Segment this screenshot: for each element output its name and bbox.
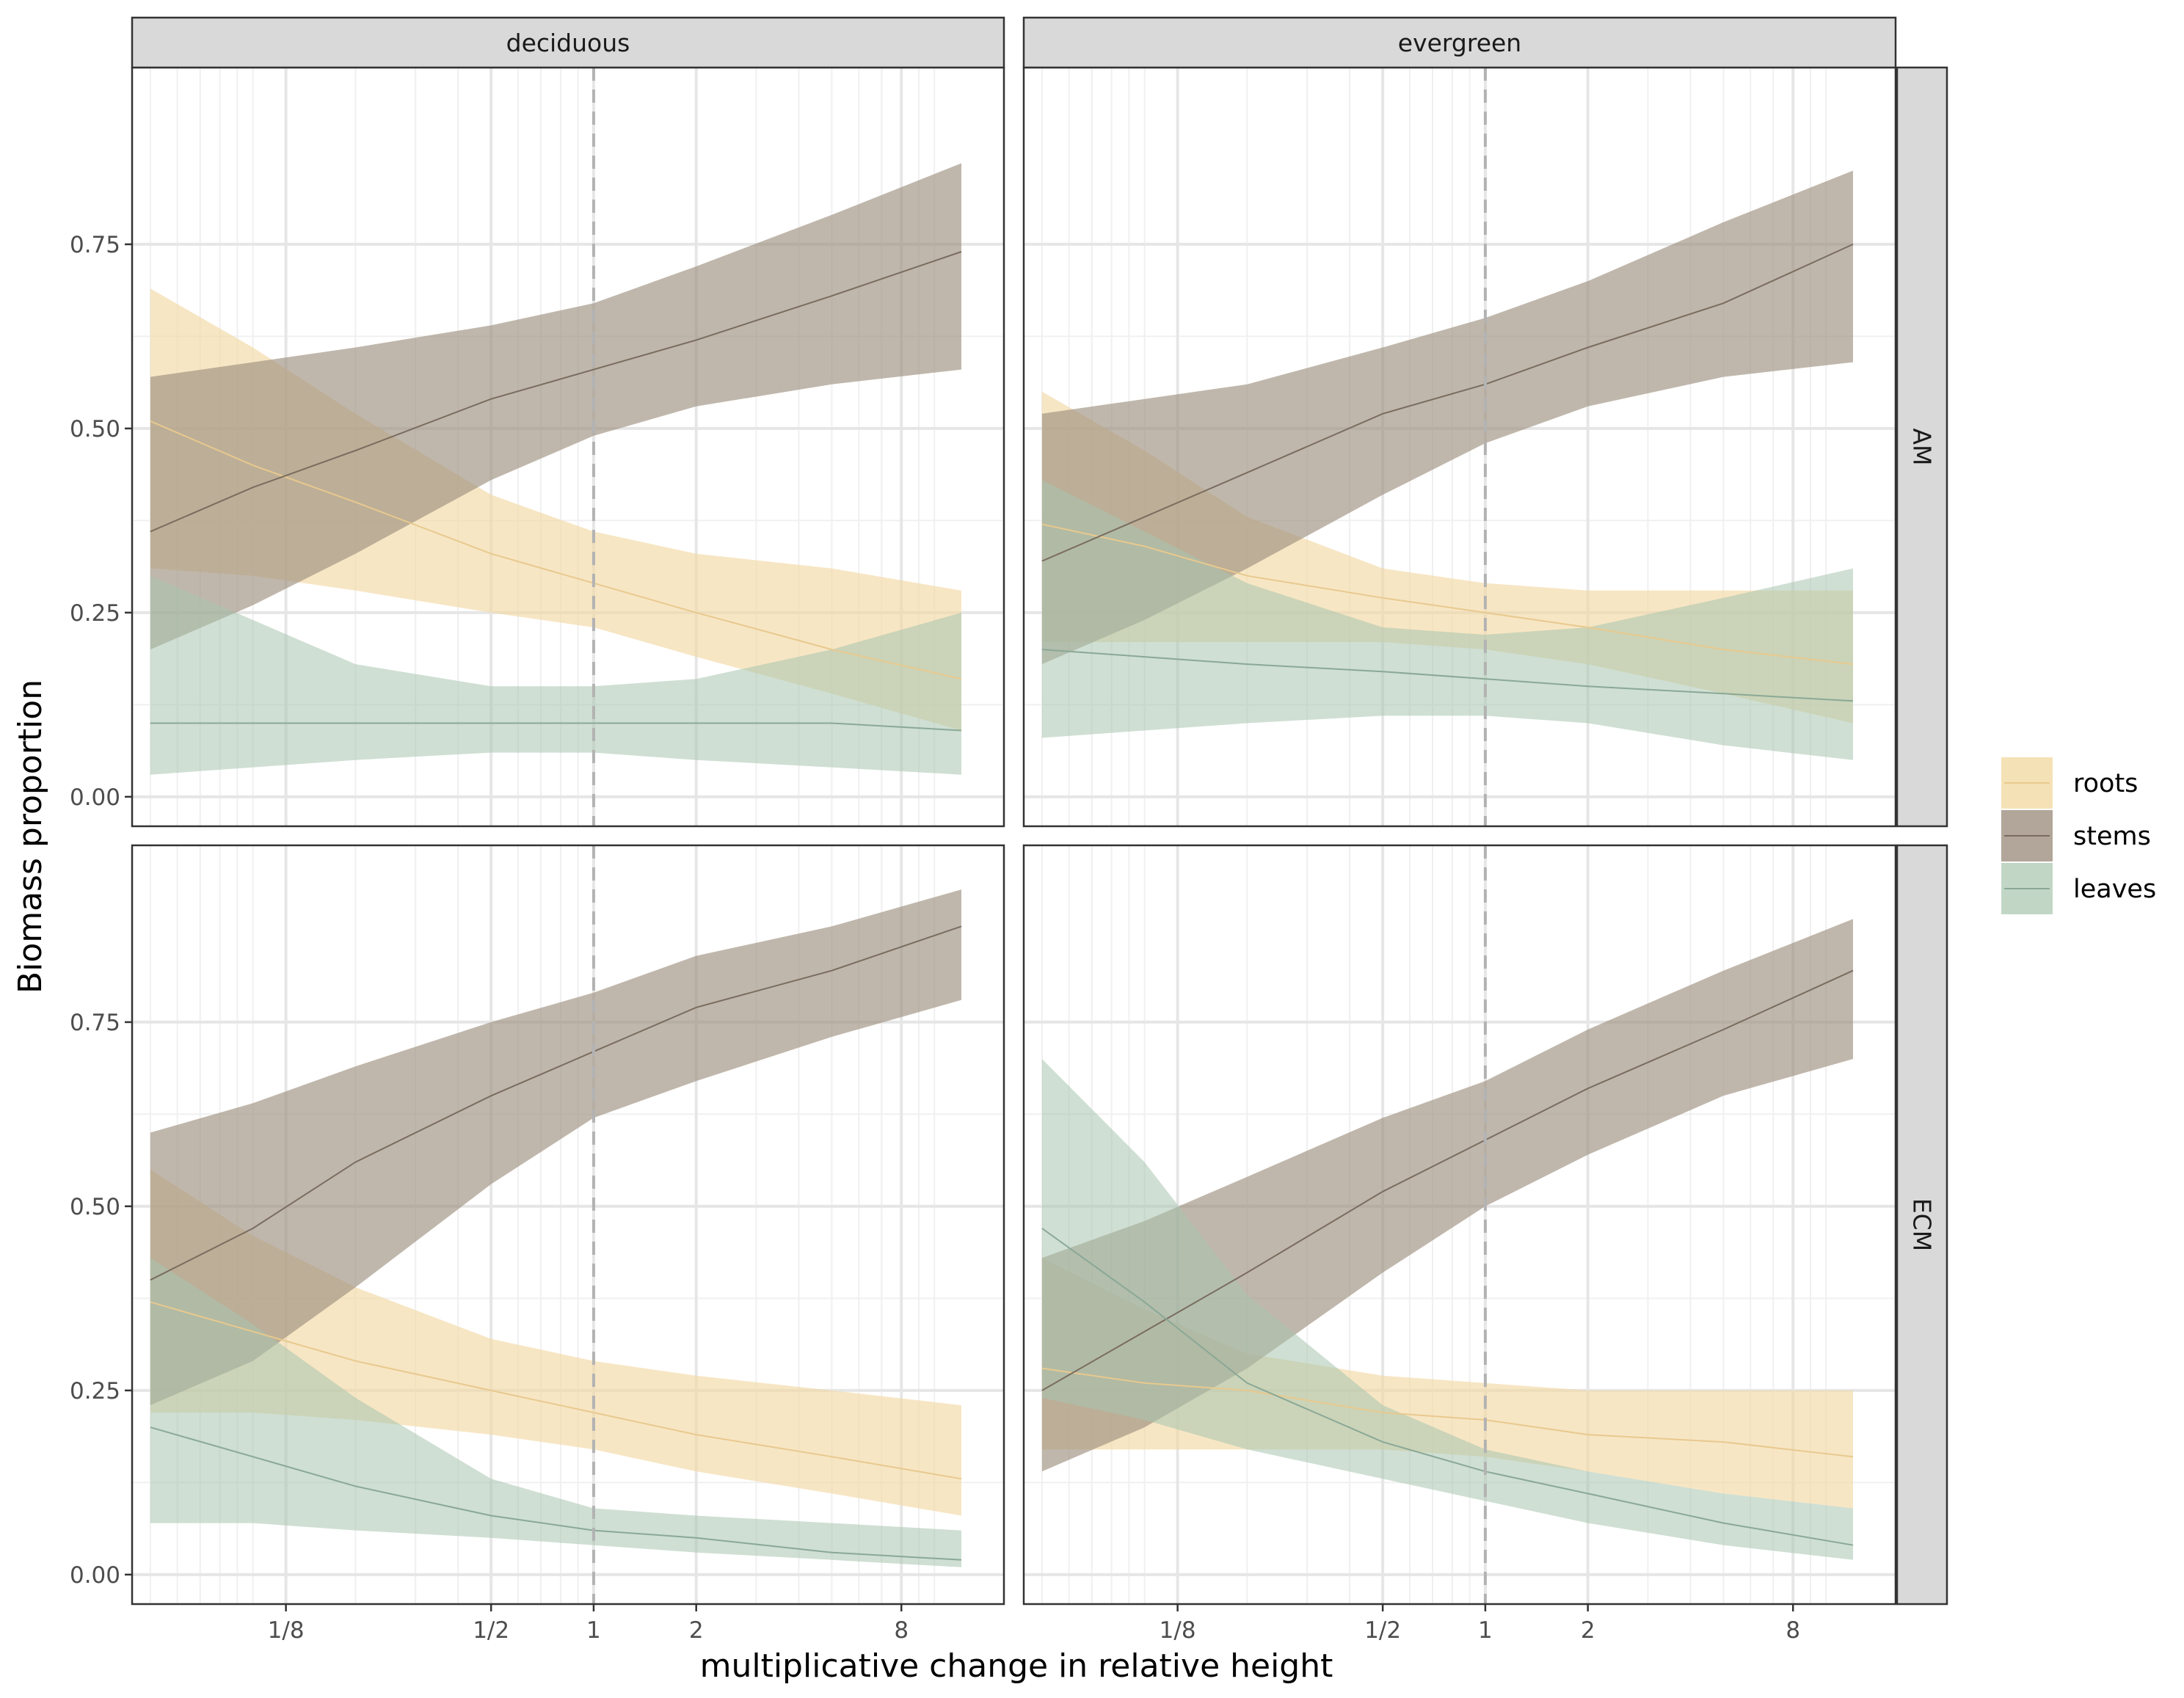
panel-border <box>131 844 1005 1606</box>
ribbon-leaves <box>150 575 961 775</box>
y-tick-label: 0.00 <box>70 784 120 811</box>
y-tick-label: 0.75 <box>70 232 120 258</box>
fit-line-roots <box>1041 523 1854 666</box>
y-tick-label: 0.50 <box>70 416 120 442</box>
axes-layer: 0.00 0.25 0.50 0.75 0.00 0.25 0.50 0.75 1/8 1/2 1 2… <box>70 232 1800 1644</box>
x-tick-label: 8 <box>894 1617 909 1644</box>
x-tick-label: 2 <box>1581 1617 1595 1644</box>
panel-evergreen-ECM <box>1022 844 1897 1606</box>
panel-deciduous-AM <box>131 66 1005 828</box>
ribbon-leaves <box>1041 1059 1853 1560</box>
y-tick-label: 0.50 <box>70 1194 120 1220</box>
fit-line-stems <box>1041 243 1854 562</box>
ribbon-roots <box>150 288 961 731</box>
fit-line-roots <box>150 1301 962 1480</box>
fit-line-stems <box>150 251 962 533</box>
x-tick-label: 2 <box>689 1617 704 1644</box>
y-tick-label: 0.00 <box>70 1562 120 1589</box>
strip-evergreen <box>1022 16 1897 69</box>
legend-label-leaves: leaves <box>2073 875 2156 904</box>
y-tick-label: 0.75 <box>70 1010 120 1036</box>
legend-label-roots: roots <box>2073 769 2138 798</box>
legend-item-leaves: leaves <box>2001 863 2156 914</box>
x-tick-label: 1/2 <box>473 1617 509 1644</box>
x-tick-label: 1/8 <box>268 1617 305 1644</box>
fit-line-leaves <box>150 722 962 732</box>
facet-strips: deciduous evergreen AM ECM <box>131 16 1948 1606</box>
y-axis-title: Biomass proportion <box>12 679 49 994</box>
ribbon-stems <box>150 889 961 1405</box>
strip-deciduous <box>131 16 1005 69</box>
fit-line-stems <box>1041 969 1854 1391</box>
fit-line-leaves <box>150 1426 962 1561</box>
fit-line-stems <box>150 925 962 1281</box>
x-tick-label: 8 <box>1786 1617 1800 1644</box>
x-tick-label: 1/8 <box>1160 1617 1196 1644</box>
y-tick-label: 0.25 <box>70 600 120 627</box>
strip-AM <box>1896 66 1948 828</box>
strip-ECM <box>1896 844 1948 1606</box>
y-tick-label: 0.25 <box>70 1378 120 1404</box>
ribbon-roots <box>150 1169 961 1516</box>
fit-line-leaves <box>1041 1228 1854 1546</box>
fit-line-roots <box>1041 1367 1854 1458</box>
strip-label-AM: AM <box>1908 428 1937 465</box>
x-tick-label: 1/2 <box>1364 1617 1401 1644</box>
strip-label-evergreen: evergreen <box>1398 29 1521 57</box>
panel-border <box>1022 844 1897 1606</box>
panel-evergreen-AM <box>1022 66 1897 828</box>
ribbon-stems <box>1041 170 1853 665</box>
strip-label-deciduous: deciduous <box>506 29 630 57</box>
panel-deciduous-ECM <box>131 844 1005 1606</box>
panels-layer <box>131 66 1897 1606</box>
legend-label-stems: stems <box>2073 822 2151 851</box>
strip-label-ECM: ECM <box>1908 1198 1937 1251</box>
fit-line-roots <box>150 420 962 680</box>
legend-item-roots: roots <box>2001 757 2138 809</box>
legend-item-stems: stems <box>2001 810 2151 861</box>
legend: roots stems leaves <box>2001 757 2156 914</box>
ribbon-stems <box>150 163 961 650</box>
ribbon-leaves <box>150 1258 961 1567</box>
x-tick-label: 1 <box>586 1617 601 1644</box>
x-axis-title: multiplicative change in relative height <box>700 1647 1333 1685</box>
fit-line-leaves <box>1041 649 1854 702</box>
x-tick-label: 1 <box>1478 1617 1493 1644</box>
